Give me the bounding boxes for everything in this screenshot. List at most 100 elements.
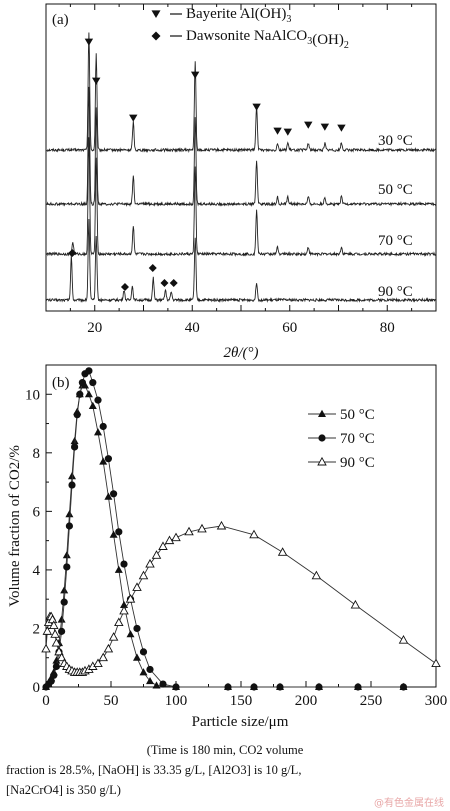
psd-point-circle: [58, 627, 66, 635]
psd-point-open-triangle: [277, 547, 288, 556]
xrd-panel: (a) Bayerite Al(OH)3 Dawsonite NaAlCO3(OH…: [45, 3, 437, 361]
psd-point-circle: [85, 367, 93, 375]
psd-point-open-triangle: [132, 582, 142, 591]
bayerite-peak-marker: [304, 121, 313, 129]
psd-point-triangle: [52, 656, 61, 664]
xrd-tick-label: 60: [282, 320, 297, 336]
xrd-plot-frame: [45, 3, 437, 312]
psd-point-open-triangle: [350, 599, 361, 609]
psd-legend-label: 70 °C: [340, 431, 375, 447]
dawsonite-peak-marker: [169, 279, 178, 287]
psd-y-tick-label: 0: [33, 680, 41, 696]
bayerite-peak-marker: [337, 124, 346, 132]
xrd-x-ticks: 20 40 60 80: [45, 4, 437, 336]
xrd-series-label: 30 °C: [378, 133, 413, 149]
psd-point-circle: [250, 683, 258, 691]
psd-x-tick-label: 250: [360, 693, 383, 709]
psd-point-circle: [120, 560, 128, 568]
bayerite-peak-marker: [273, 127, 282, 135]
dawsonite-peak-marker: [148, 264, 157, 272]
psd-y-tick-label: 10: [25, 387, 40, 403]
psd-point-open-triangle: [108, 632, 119, 641]
psd-panel-label: (b): [52, 375, 70, 391]
psd-point-circle: [115, 528, 123, 536]
psd-point-circle: [94, 396, 102, 404]
xrd-series-labels: 30 °C 50 °C 70 °C 90 °C: [378, 133, 413, 300]
bayerite-peak-marker: [252, 103, 261, 111]
bayerite-peak-marker: [92, 77, 101, 85]
psd-y-tick-label: 2: [33, 621, 41, 637]
xrd-peak-markers: [68, 38, 346, 291]
psd-point-open-triangle: [145, 558, 155, 568]
psd-point-open-triangle: [138, 570, 149, 580]
psd-point-circle: [47, 677, 55, 685]
psd-point-open-triangle: [151, 550, 162, 559]
psd-point-open-triangle: [49, 620, 59, 629]
psd-x-tick-label: 100: [165, 693, 188, 709]
psd-point-open-triangle: [398, 635, 409, 644]
psd-point-circle: [159, 680, 167, 688]
xrd-panel-label: (a): [52, 12, 69, 28]
psd-point-open-triangle: [431, 658, 441, 668]
watermark-text: @有色金属在线: [374, 798, 444, 809]
caption-line-3: [Na2CrO4] is 350 g/L): [6, 783, 121, 797]
xrd-series-label: 70 °C: [378, 233, 413, 249]
bayerite-peak-marker: [129, 114, 138, 122]
psd-point-open-triangle: [158, 541, 168, 550]
psd-point-open-triangle: [50, 629, 60, 638]
psd-point-open-triangle: [47, 614, 58, 624]
psd-point-open-triangle: [42, 626, 53, 635]
psd-axis-ticks: 0 50 100 150 200 250 300 0 2 4 6 8 10: [25, 364, 447, 709]
psd-series-0: [42, 381, 408, 690]
psd-point-circle: [50, 671, 58, 679]
psd-point-triangle: [318, 409, 326, 417]
psd-point-open-triangle: [164, 535, 175, 545]
psd-x-tick-label: 50: [104, 693, 119, 709]
psd-point-open-triangle: [103, 643, 114, 653]
psd-y-tick-label: 8: [33, 446, 41, 462]
dawsonite-peak-marker: [120, 283, 129, 291]
psd-point-open-triangle: [249, 529, 259, 539]
psd-point-triangle: [57, 615, 66, 623]
psd-point-open-triangle: [93, 658, 103, 668]
bayerite-peak-marker: [84, 38, 94, 46]
psd-point-open-triangle: [317, 456, 327, 466]
psd-y-tick-label: 6: [33, 504, 41, 520]
psd-point-circle: [68, 481, 76, 489]
legend-label: Bayerite Al(OH)3: [186, 6, 291, 25]
psd-point-circle: [76, 390, 84, 398]
psd-point-open-triangle: [56, 652, 67, 662]
psd-point-triangle: [99, 457, 108, 465]
psd-point-triangle: [146, 676, 154, 685]
legend-diamond-marker: [151, 31, 161, 41]
psd-series-2: [41, 520, 441, 676]
psd-legend-label: 90 °C: [340, 455, 375, 471]
psd-point-circle: [133, 624, 141, 633]
psd-x-tick-label: 150: [230, 693, 253, 709]
psd-point-open-triangle: [41, 643, 51, 653]
psd-point-triangle: [88, 401, 97, 409]
legend-triangle-marker: [151, 10, 161, 19]
psd-point-triangle: [133, 653, 141, 661]
bayerite-peak-marker: [320, 123, 330, 131]
psd-point-circle: [89, 378, 97, 387]
dawsonite-peak-marker: [160, 279, 169, 287]
psd-point-open-triangle: [114, 617, 124, 627]
psd-point-circle: [73, 411, 81, 419]
psd-series: [41, 367, 441, 691]
psd-point-circle: [172, 683, 180, 691]
psd-point-open-triangle: [184, 526, 194, 536]
dawsonite-peak-marker: [68, 249, 77, 257]
psd-point-open-triangle: [197, 523, 207, 533]
psd-x-tick-label: 200: [295, 693, 318, 709]
psd-point-open-triangle: [98, 652, 108, 662]
psd-point-open-triangle: [54, 646, 64, 656]
psd-point-circle: [78, 378, 86, 387]
psd-point-open-triangle: [311, 570, 322, 580]
bayerite-peak-marker: [283, 128, 292, 136]
xrd-x-axis-label: 2θ/(°): [223, 345, 258, 361]
psd-point-open-triangle: [171, 532, 181, 542]
psd-point-circle: [354, 683, 362, 691]
xrd-trace: [45, 32, 437, 153]
